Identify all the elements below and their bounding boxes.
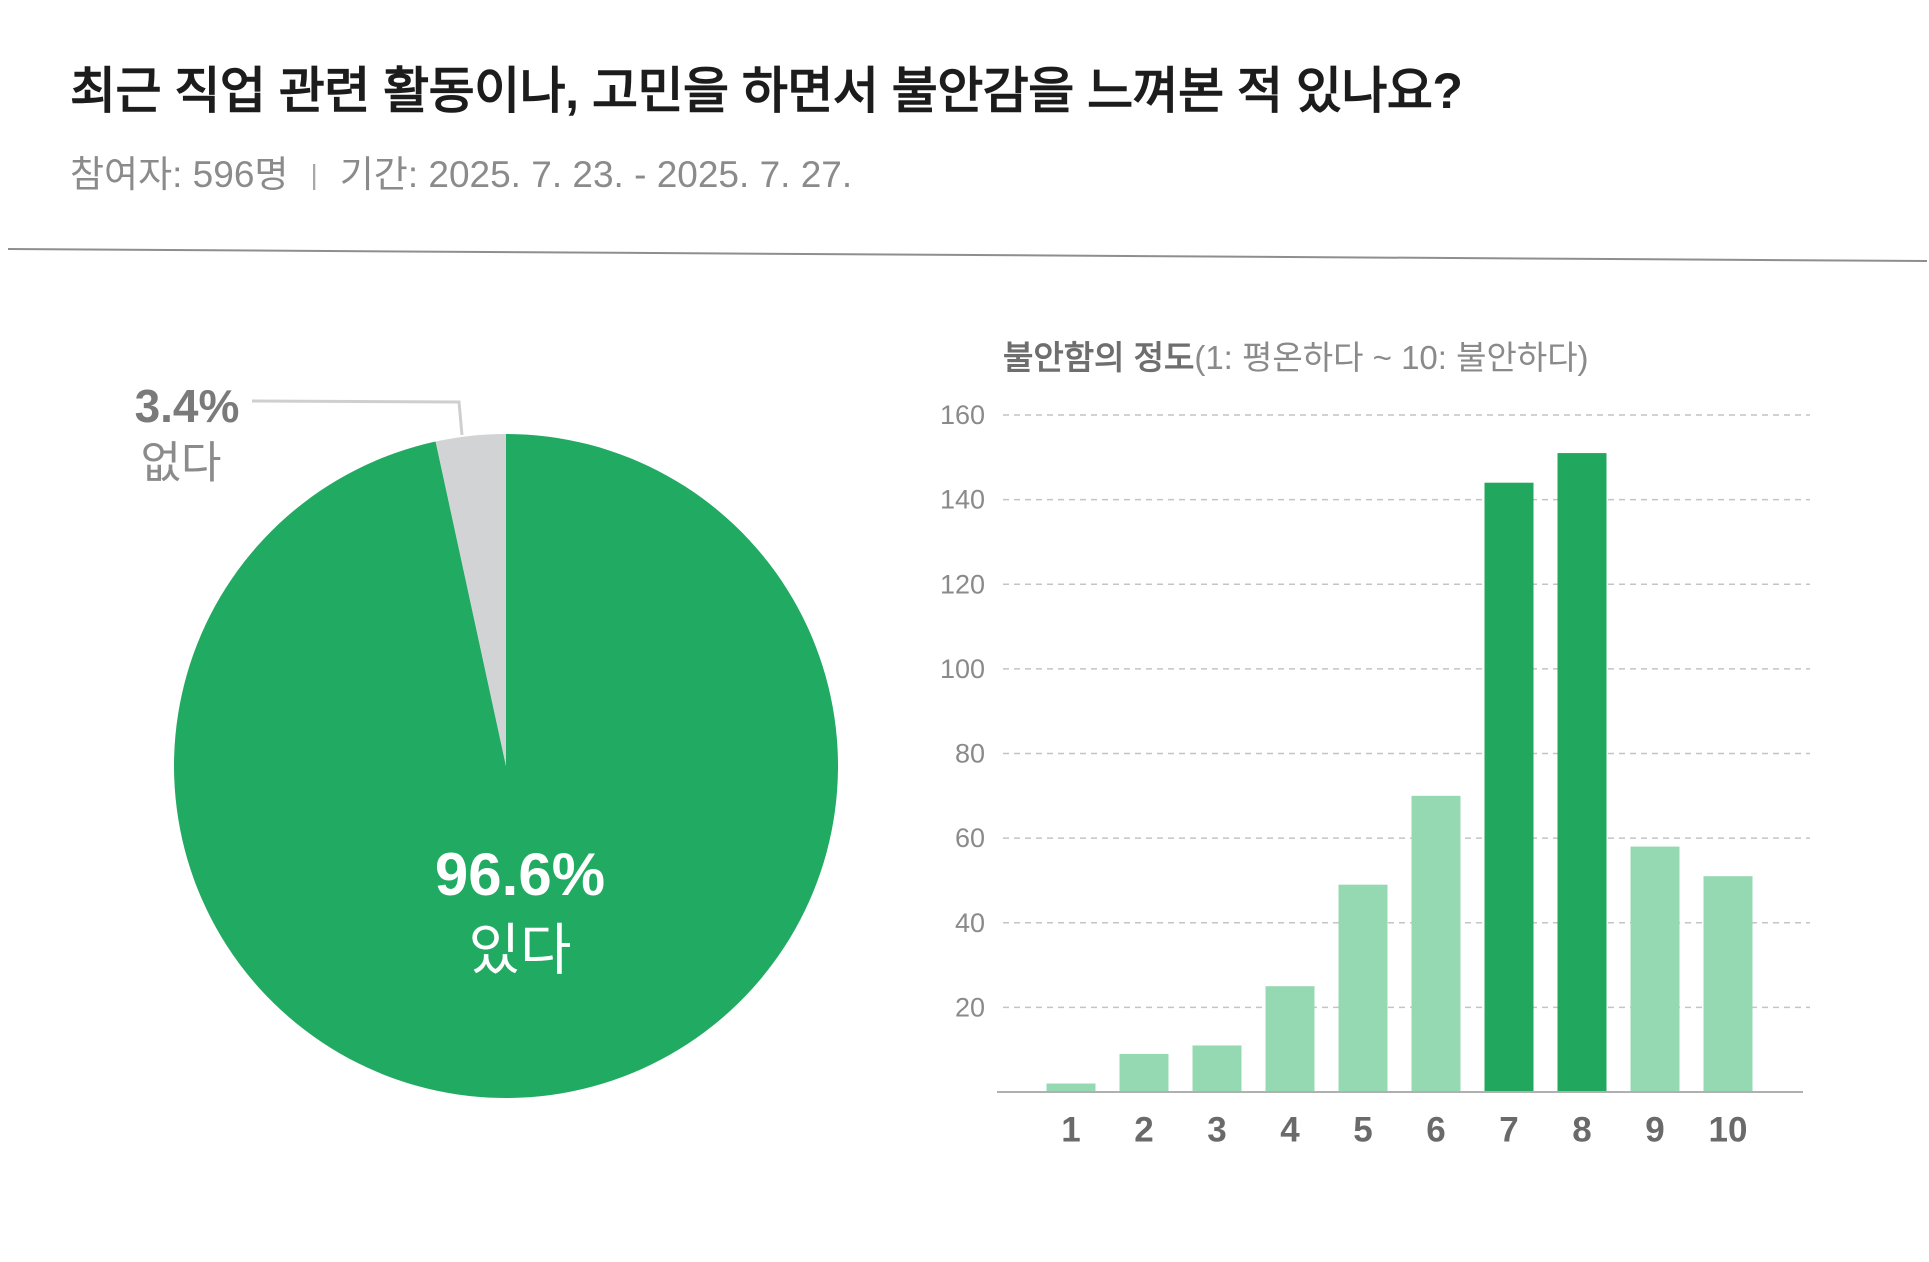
bar-chart-title-main: 불안함의 정도	[1003, 339, 1194, 376]
x-tick-label-7: 7	[1499, 1111, 1518, 1150]
bar-5	[1338, 884, 1388, 1092]
y-tick-label-40: 40	[955, 908, 985, 938]
bar-chart-y-axis: 20 40 60 80 100 120 140 160	[940, 400, 985, 1022]
survey-period: 기간: 2025. 7. 23. - 2025. 7. 27.	[339, 154, 853, 195]
pie-value-label-no: 3.4%	[135, 380, 240, 432]
bar-chart-gridlines	[1003, 414, 1810, 1009]
pie-value-number-no: 3.4	[135, 380, 199, 432]
header-divider	[7, 248, 1928, 262]
page-title: 최근 직업 관련 활동이나, 고민을 하면서 불안감을 느껴본 적 있나요?	[70, 63, 1463, 119]
y-tick-label-160: 160	[940, 400, 985, 430]
bar-1	[1046, 1083, 1096, 1092]
pie-leader-line	[251, 399, 464, 436]
x-tick-label-3: 3	[1207, 1111, 1226, 1150]
y-tick-label-20: 20	[955, 992, 985, 1022]
bar-3	[1192, 1045, 1242, 1092]
bar-chart: 불안함의 정도(1: 평온하다 ~ 10: 불안하다) 20 40 60 80 100 1…	[940, 339, 1810, 1150]
pie-slice-0	[174, 434, 839, 1098]
pie-value-unit-yes: %	[552, 841, 605, 908]
pie-category-label-no: 없다	[141, 439, 222, 488]
bar-7	[1484, 482, 1534, 1092]
y-tick-label-60: 60	[955, 823, 985, 853]
bar-4	[1265, 986, 1315, 1092]
x-tick-label-6: 6	[1426, 1111, 1445, 1150]
y-tick-label-80: 80	[955, 739, 985, 769]
y-tick-label-140: 140	[940, 485, 985, 515]
x-tick-label-10: 10	[1709, 1111, 1748, 1150]
bar-2	[1119, 1053, 1169, 1092]
x-tick-label-4: 4	[1280, 1111, 1300, 1150]
bar-9	[1630, 846, 1680, 1092]
pie-value-number-yes: 96.6	[435, 841, 552, 908]
bar-chart-bars	[1046, 453, 1753, 1092]
y-tick-label-120: 120	[940, 569, 985, 599]
bar-10	[1703, 876, 1753, 1092]
participants-count: 참여자: 596명	[70, 154, 289, 195]
x-tick-label-2: 2	[1134, 1111, 1153, 1150]
survey-info: 참여자: 596명 | 기간: 2025. 7. 23. - 2025. 7. …	[70, 156, 852, 193]
bar-chart-title-scale: (1: 평온하다 ~ 10: 불안하다)	[1194, 339, 1588, 376]
x-tick-label-9: 9	[1645, 1111, 1664, 1150]
bar-chart-x-axis: 1 2 3 4 5 6 7 8 9 10	[1061, 1111, 1747, 1150]
subtitle-separator: |	[310, 158, 318, 190]
bar-8	[1557, 453, 1607, 1092]
pie-slice-1	[435, 434, 506, 766]
y-tick-label-100: 100	[940, 654, 985, 684]
pie-chart	[174, 434, 839, 1098]
pie-category-label-yes: 있다	[468, 919, 571, 982]
x-tick-label-1: 1	[1061, 1111, 1080, 1150]
bar-6	[1411, 795, 1461, 1092]
pie-value-unit-no: %	[199, 380, 240, 432]
pie-value-label-yes: 96.6%	[435, 841, 605, 908]
bar-chart-title: 불안함의 정도(1: 평온하다 ~ 10: 불안하다)	[1003, 339, 1589, 376]
x-tick-label-8: 8	[1572, 1111, 1591, 1150]
x-tick-label-5: 5	[1353, 1111, 1372, 1150]
